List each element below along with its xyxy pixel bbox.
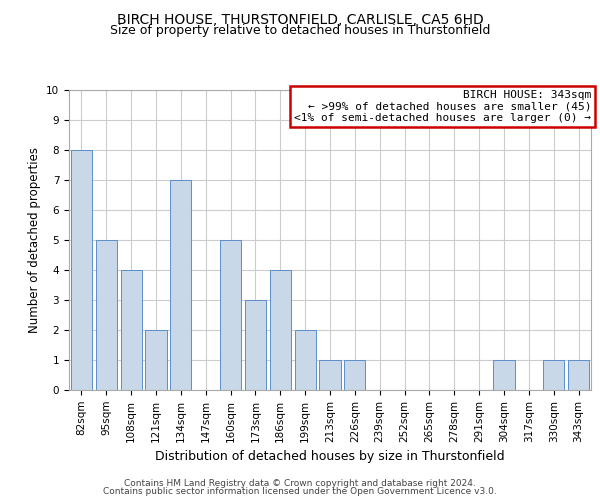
Text: Size of property relative to detached houses in Thurstonfield: Size of property relative to detached ho… xyxy=(110,24,490,37)
Bar xyxy=(295,330,316,390)
Text: Contains HM Land Registry data © Crown copyright and database right 2024.: Contains HM Land Registry data © Crown c… xyxy=(124,478,476,488)
Bar xyxy=(220,240,241,390)
Bar xyxy=(493,360,515,390)
Bar xyxy=(145,330,167,390)
Y-axis label: Number of detached properties: Number of detached properties xyxy=(28,147,41,333)
X-axis label: Distribution of detached houses by size in Thurstonfield: Distribution of detached houses by size … xyxy=(155,450,505,463)
Bar xyxy=(96,240,117,390)
Bar xyxy=(71,150,92,390)
Text: BIRCH HOUSE, THURSTONFIELD, CARLISLE, CA5 6HD: BIRCH HOUSE, THURSTONFIELD, CARLISLE, CA… xyxy=(116,12,484,26)
Text: BIRCH HOUSE: 343sqm
← >99% of detached houses are smaller (45)
<1% of semi-detac: BIRCH HOUSE: 343sqm ← >99% of detached h… xyxy=(294,90,591,123)
Bar xyxy=(543,360,564,390)
Bar xyxy=(170,180,191,390)
Bar xyxy=(270,270,291,390)
Bar xyxy=(319,360,341,390)
Bar xyxy=(344,360,365,390)
Bar xyxy=(245,300,266,390)
Bar xyxy=(568,360,589,390)
Bar xyxy=(121,270,142,390)
Text: Contains public sector information licensed under the Open Government Licence v3: Contains public sector information licen… xyxy=(103,487,497,496)
